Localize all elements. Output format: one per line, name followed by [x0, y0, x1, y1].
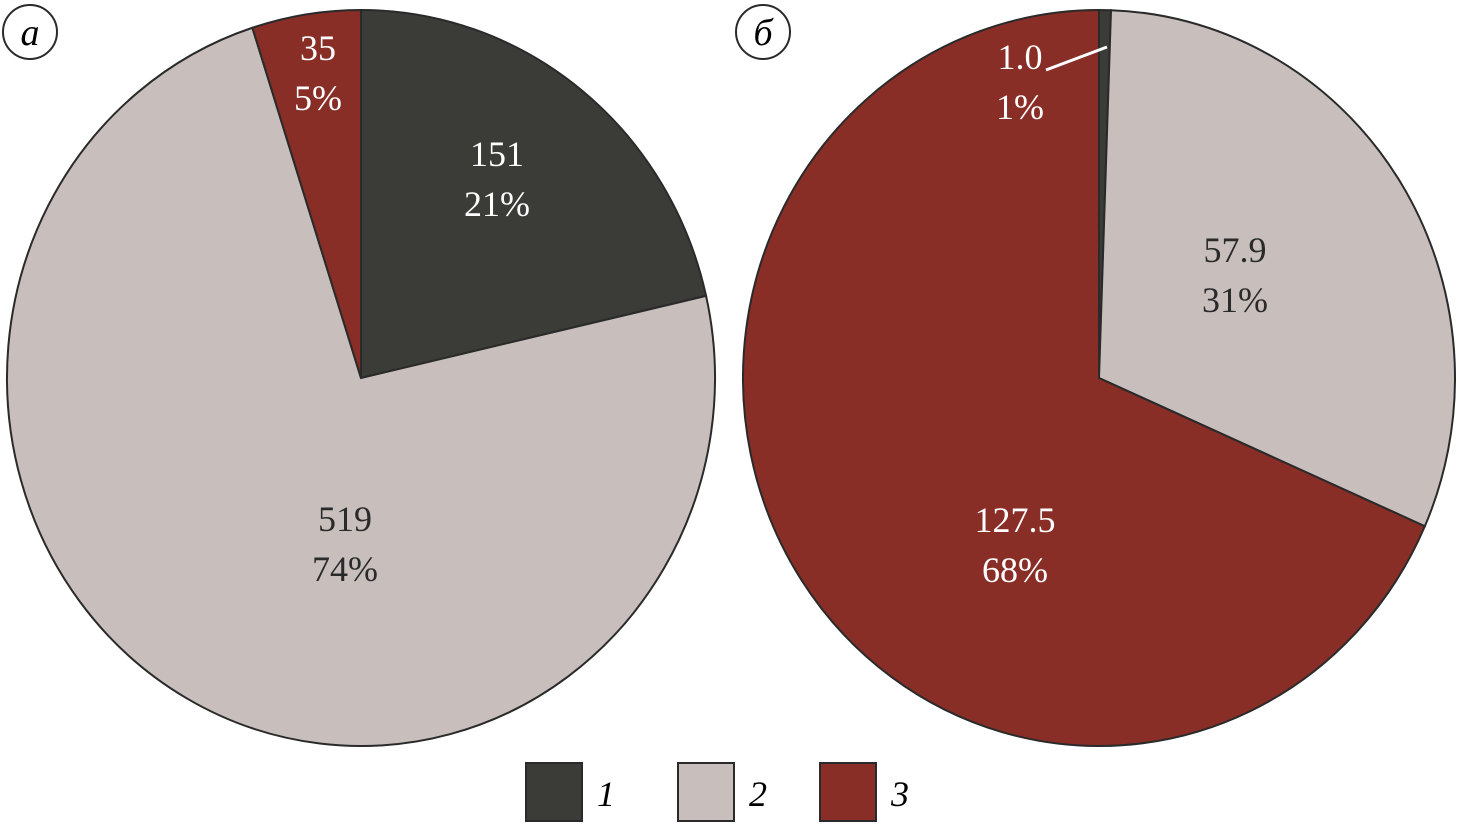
pie-a-slices: [6, 8, 716, 747]
panel-label-b-text: б: [753, 12, 774, 54]
pie-a-value-label-2: 519: [318, 499, 372, 539]
pie-chart-b: 1.0 1% 57.9 31% 127.5 68% б: [735, 4, 1456, 747]
legend: 1 2 3: [525, 762, 909, 822]
pie-a-value-label-1: 151: [470, 134, 524, 174]
pie-a-slice-2: [6, 26, 716, 747]
pie-b-percent-label-2: 31%: [1202, 280, 1268, 320]
legend-label-2: 2: [749, 774, 767, 814]
panel-label-a-text: а: [21, 12, 40, 54]
legend-swatch-1: [525, 762, 583, 822]
legend-item-2: 2: [677, 762, 767, 822]
pie-b-labels: 1.0 1% 57.9 31% 127.5 68%: [975, 37, 1269, 590]
pie-b-slice-3: [742, 8, 1427, 747]
pie-a-slice-3: [251, 8, 362, 379]
pie-b-value-label-1: 1.0: [998, 37, 1043, 77]
pie-b-percent-label-3: 68%: [982, 550, 1048, 590]
pie-b-percent-label-1: 1%: [996, 87, 1044, 127]
legend-item-1: 1: [525, 762, 615, 822]
pie-a-percent-label-1: 21%: [464, 184, 530, 224]
legend-label-1: 1: [597, 774, 615, 814]
pie-a-percent-label-3: 5%: [294, 78, 342, 118]
pie-b-leader-line: [1045, 45, 1108, 72]
legend-swatch-2: [677, 762, 735, 822]
pie-a-percent-label-2: 74%: [312, 549, 378, 589]
panel-label-a: а: [2, 4, 58, 60]
legend-label-3: 3: [890, 774, 909, 814]
legend-swatch-3: [819, 762, 877, 822]
legend-item-3: 3: [819, 762, 909, 822]
pie-a-value-label-3: 35: [300, 28, 336, 68]
pie-b-slices: [742, 8, 1456, 747]
pie-chart-a: 151 21% 519 74% 35 5% а: [2, 4, 716, 747]
pie-b-slice-2: [1097, 9, 1456, 528]
pie-a-slice-1: [360, 8, 708, 380]
pie-b-value-label-2: 57.9: [1204, 230, 1267, 270]
pie-b-value-label-3: 127.5: [975, 500, 1056, 540]
panel-label-b: б: [735, 4, 791, 60]
pie-a-labels: 151 21% 519 74% 35 5%: [294, 28, 530, 589]
